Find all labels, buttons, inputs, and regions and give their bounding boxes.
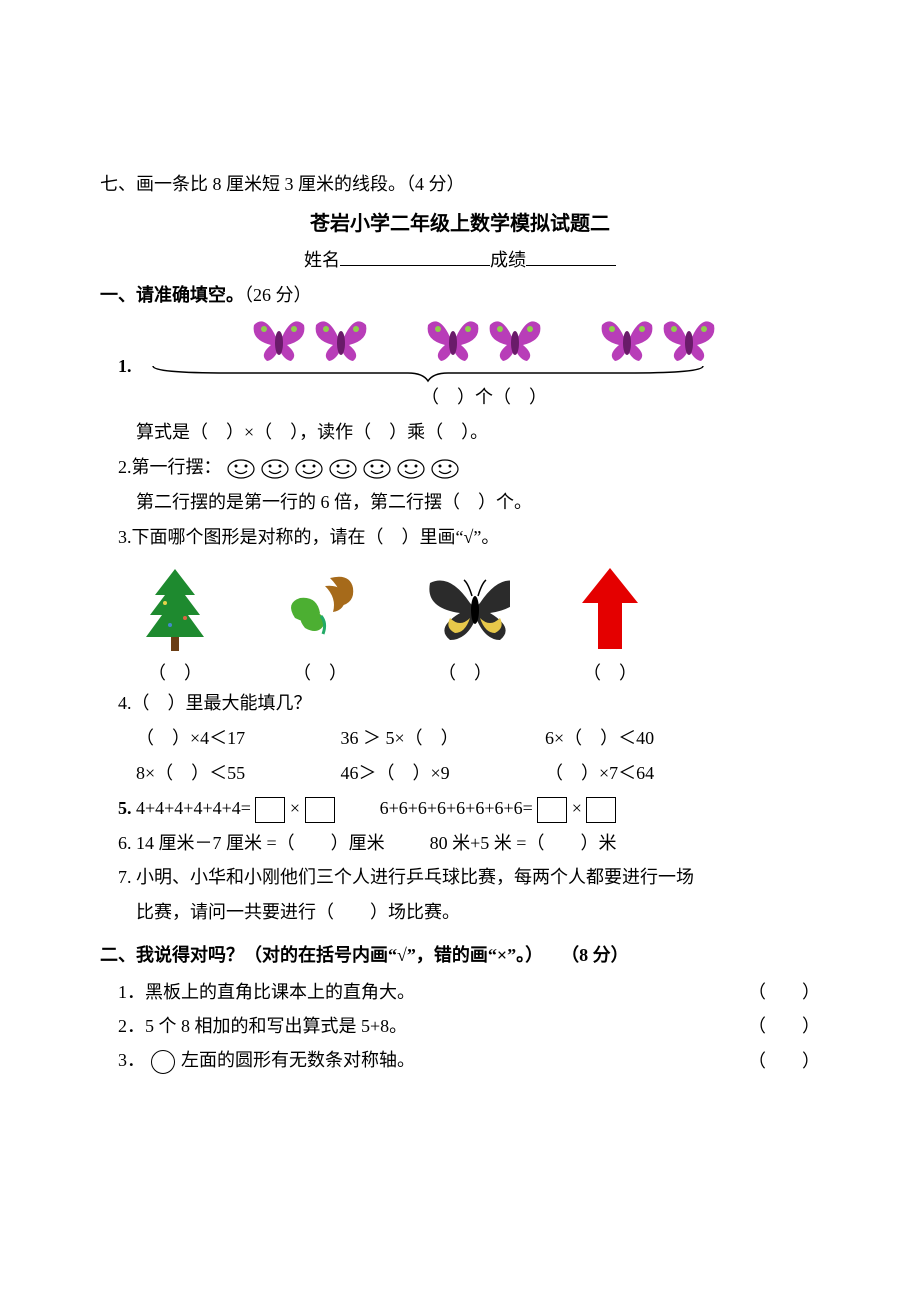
q2-line1: 2.第一行摆： <box>100 453 820 482</box>
section-one-heading: 一、请准确填空。（26 分） <box>100 281 820 310</box>
leaves-icon <box>275 568 365 648</box>
q4-number: 4. <box>118 693 132 713</box>
name-blank[interactable] <box>340 265 490 266</box>
smile-icon <box>430 458 460 480</box>
butterfly-group <box>597 315 719 365</box>
tf-q3: 3． 左面的圆形有无数条对称轴。 （ ） <box>118 1046 820 1074</box>
tree-icon <box>140 563 210 653</box>
q4-row1: （ ）×4＜17 36 ＞ 5×（ ） 6×（ ）＜40 <box>100 724 820 753</box>
q3-blank[interactable]: （ ） <box>565 659 655 685</box>
arrow-up-icon <box>580 563 640 653</box>
q4-r2c: （ ）×7＜64 <box>545 759 654 788</box>
smile-icon <box>328 458 358 480</box>
q3-heading: 3.下面哪个图形是对称的，请在（ ）里画“√”。 <box>100 523 820 552</box>
q3-arrow: （ ） <box>565 563 655 685</box>
smile-icon <box>396 458 426 480</box>
score-label: 成绩 <box>490 250 526 270</box>
tf-q2-num: 2． <box>118 1016 145 1036</box>
q1-brace <box>148 363 820 383</box>
q2-number: 2. <box>118 457 132 477</box>
tf-blank[interactable]: （ ） <box>728 1047 820 1073</box>
tf-q1-num: 1． <box>118 982 145 1002</box>
tf-q3-text: 左面的圆形有无数条对称轴。 <box>181 1050 415 1070</box>
tf-blank[interactable]: （ ） <box>728 1012 820 1038</box>
q4-r2b: 46＞（ ）×9 <box>341 759 541 788</box>
q3-text: 下面哪个图形是对称的，请在（ ）里画“√”。 <box>132 527 500 547</box>
section-one-title: 一、请准确填空。 <box>100 285 244 305</box>
q3-shapes-row: （ ） （ ） <box>130 563 820 685</box>
q6-number: 6. <box>118 833 132 853</box>
q3-blank[interactable]: （ ） <box>130 659 220 685</box>
q6-a: 14 厘米－7 厘米 =（ ）厘米 <box>136 833 385 853</box>
q3-blank[interactable]: （ ） <box>420 659 510 685</box>
q3-butterfly: （ ） <box>420 563 510 685</box>
q3-blank[interactable]: （ ） <box>275 659 365 685</box>
q4-r1a: （ ）×4＜17 <box>136 724 336 753</box>
q4-text: （ ）里最大能填几？ <box>132 693 312 713</box>
section-seven-draw-line: 七、画一条比 8 厘米短 3 厘米的线段。（4 分） <box>100 170 820 199</box>
q6-b: 80 米+5 米 =（ ）米 <box>430 833 617 853</box>
box-input[interactable] <box>305 797 335 823</box>
q4-r1b: 36 ＞ 5×（ ） <box>341 724 541 753</box>
exam-page: 七、画一条比 8 厘米短 3 厘米的线段。（4 分） 苍岩小学二年级上数学模拟试… <box>0 0 920 1122</box>
section-two-heading: 二、我说得对吗？（对的在括号内画“√”，错的画“×”。） （8 分） <box>100 941 820 970</box>
exam-title: 苍岩小学二年级上数学模拟试题二 <box>100 207 820 236</box>
tf-q1-text: 黑板上的直角比课本上的直角大。 <box>145 982 415 1002</box>
big-butterfly-icon <box>420 568 510 648</box>
q1-butterfly-groups <box>148 315 820 365</box>
section-one-points: （26 分） <box>244 285 312 305</box>
tf-blank[interactable]: （ ） <box>728 978 820 1004</box>
q1-number: 1. <box>118 356 148 377</box>
score-blank[interactable] <box>526 265 616 266</box>
q2-line2: 第二行摆的是第一行的 6 倍，第二行摆（ ）个。 <box>100 488 820 517</box>
q5-line: 5. 4+4+4+4+4+4= × 6+6+6+6+6+6+6+6= × <box>100 794 820 823</box>
butterfly-group <box>249 315 371 365</box>
q2-smile-row <box>226 458 460 480</box>
name-label: 姓名 <box>304 250 340 270</box>
q4-row2: 8×（ ）＜55 46＞（ ）×9 （ ）×7＜64 <box>100 759 820 788</box>
q5-number: 5. <box>118 798 132 818</box>
q6-line: 6. 14 厘米－7 厘米 =（ ）厘米 80 米+5 米 =（ ）米 <box>100 829 820 858</box>
smile-icon <box>294 458 324 480</box>
q3-tree: （ ） <box>130 563 220 685</box>
q5-a-pre: 4+4+4+4+4+4= <box>136 798 251 818</box>
tf-list: 1．黑板上的直角比课本上的直角大。 （ ） 2．5 个 8 相加的和写出算式是 … <box>100 978 820 1074</box>
tf-q2: 2．5 个 8 相加的和写出算式是 5+8。 （ ） <box>118 1012 820 1038</box>
smile-icon <box>362 458 392 480</box>
q1-formula-line: 算式是（ ）×（ ），读作（ ）乘（ ）。 <box>100 418 820 447</box>
tf-q1: 1．黑板上的直角比课本上的直角大。 （ ） <box>118 978 820 1004</box>
smile-icon <box>226 458 256 480</box>
q3-number: 3. <box>118 527 132 547</box>
circle-icon <box>151 1050 175 1074</box>
q4-r2a: 8×（ ）＜55 <box>136 759 336 788</box>
q4-heading: 4.（ ）里最大能填几？ <box>100 689 820 718</box>
box-input[interactable] <box>586 797 616 823</box>
tf-q2-text: 5 个 8 相加的和写出算式是 5+8。 <box>145 1016 407 1036</box>
q7-line2: 比赛，请问一共要进行（ ）场比赛。 <box>100 898 820 927</box>
q1-row: 1. <box>100 315 820 418</box>
q7-text1: 小明、小华和小刚他们三个人进行乒乓球比赛，每两个人都要进行一场 <box>136 867 694 887</box>
q7-line1: 7. 小明、小华和小刚他们三个人进行乒乓球比赛，每两个人都要进行一场 <box>100 863 820 892</box>
q3-leaves: （ ） <box>275 563 365 685</box>
box-input[interactable] <box>537 797 567 823</box>
q7-number: 7. <box>118 867 132 887</box>
q5-b-pre: 6+6+6+6+6+6+6+6= <box>380 798 533 818</box>
butterfly-group <box>423 315 545 365</box>
q2-text1: 第一行摆： <box>132 457 222 477</box>
q4-r1c: 6×（ ）＜40 <box>545 724 654 753</box>
name-score-row: 姓名 成绩 <box>100 246 820 275</box>
smile-icon <box>260 458 290 480</box>
tf-q3-num: 3． <box>118 1050 145 1070</box>
q1-count-blank: （ ）个（ ） <box>148 383 820 412</box>
box-input[interactable] <box>255 797 285 823</box>
